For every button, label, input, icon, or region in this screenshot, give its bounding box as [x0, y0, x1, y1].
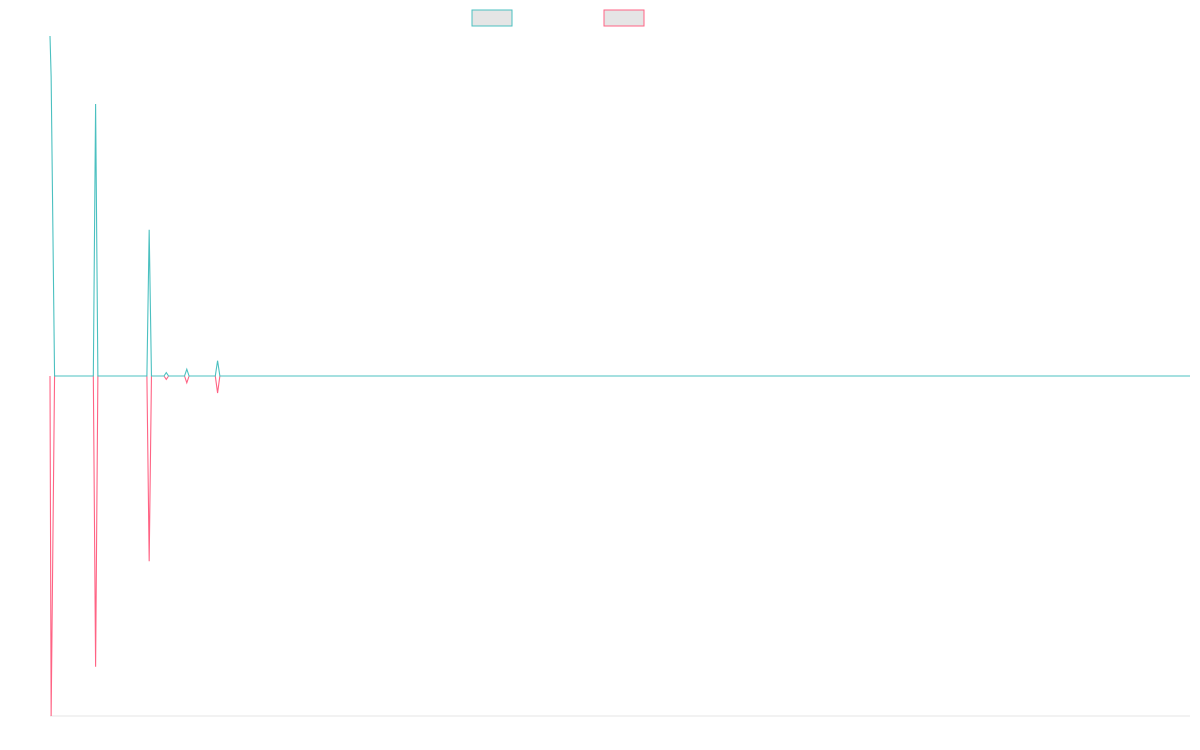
series-line-a: [49, 35, 1190, 377]
series-layer: [49, 35, 1190, 717]
series-line-b: [49, 375, 1190, 717]
legend-swatch-series-a[interactable]: [471, 9, 513, 27]
legend-swatch-series-b[interactable]: [603, 9, 645, 27]
legend[interactable]: [471, 9, 645, 27]
